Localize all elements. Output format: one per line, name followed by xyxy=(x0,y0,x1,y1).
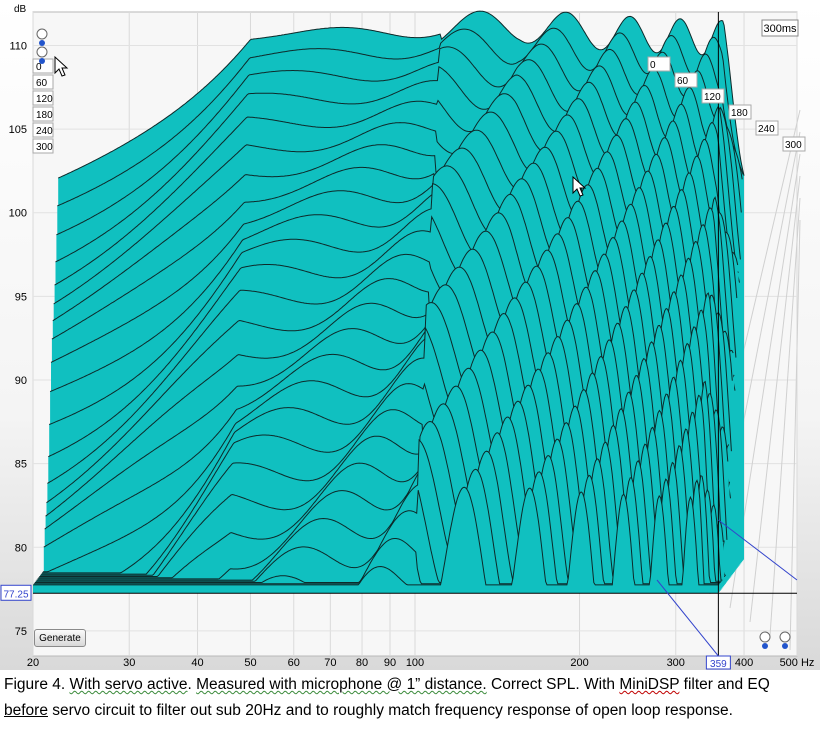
caption-part: Correct SPL. With xyxy=(486,676,620,693)
caption-part: With servo active xyxy=(69,676,188,693)
x-tick-label: 200 xyxy=(570,657,588,669)
window-label-box xyxy=(761,19,799,37)
caption-part: MiniDSP xyxy=(619,676,680,693)
time-label-right: 120 xyxy=(704,92,721,103)
caption-part: servo circuit to filter out sub 20Hz and… xyxy=(47,702,733,719)
x-tick-label: 90 xyxy=(384,657,396,669)
zoom-icon xyxy=(39,40,45,46)
time-label-left: 120 xyxy=(36,94,53,105)
x-tick-label: 40 xyxy=(191,657,203,669)
depth-gridline xyxy=(789,219,801,651)
waterfall-slice-line xyxy=(45,248,732,517)
zoom-icon xyxy=(39,58,45,64)
waterfall-slice-line xyxy=(50,146,738,363)
pointer-icon xyxy=(572,175,587,197)
waterfall-slice-line xyxy=(57,27,744,207)
window-label: 300ms xyxy=(763,23,797,35)
x-tick-label: 80 xyxy=(356,657,368,669)
time-label-right-box xyxy=(674,72,698,88)
time-label-right: 240 xyxy=(758,124,775,135)
time-label-left-box xyxy=(32,90,54,106)
y-tick-label: 80 xyxy=(15,542,27,554)
x-tick-label: 400 xyxy=(735,657,753,669)
perspective-blue-line xyxy=(718,519,798,581)
y-tick-label: 100 xyxy=(9,208,27,220)
waterfall-slice-line xyxy=(42,312,729,574)
perspective-blue-line xyxy=(656,579,719,657)
zoom-icon xyxy=(762,643,768,649)
x-tick-label: 70 xyxy=(324,657,336,669)
time-label-left-box xyxy=(32,122,54,138)
waterfall-slice-line xyxy=(33,486,719,586)
waterfall-slice-line xyxy=(46,230,733,504)
waterfall-slice-line xyxy=(33,468,720,585)
caption-part: Figure 4. xyxy=(4,676,70,693)
waterfall-slice-fill xyxy=(33,469,720,593)
generate-button[interactable]: Generate xyxy=(34,629,86,647)
time-label-right-box xyxy=(782,136,806,152)
time-label-left: 240 xyxy=(36,126,53,137)
time-label-left-box xyxy=(32,74,54,90)
zoom-icon xyxy=(36,28,48,40)
time-label-right: 0 xyxy=(650,60,656,71)
pointer-icon xyxy=(54,55,69,77)
caption-part: . xyxy=(187,676,197,693)
time-label-right-box xyxy=(728,104,752,120)
cursor-x-readout-box xyxy=(705,655,731,670)
waterfall-slice-line xyxy=(41,331,728,575)
y-tick-label: 75 xyxy=(15,626,27,638)
waterfall-slice-line xyxy=(52,111,739,322)
time-label-right-box xyxy=(647,56,671,72)
cursor-x-readout: 359 xyxy=(710,659,727,670)
x-tick-label: 300 xyxy=(667,657,685,669)
time-label-left-box xyxy=(32,138,54,154)
zoom-icon xyxy=(779,631,791,643)
waterfall-slice-line xyxy=(36,416,723,581)
y-tick-label: 85 xyxy=(15,459,27,471)
x-tick-label: 50 xyxy=(244,657,256,669)
x-tick-label: 100 xyxy=(406,657,424,669)
time-label-left: 300 xyxy=(36,142,53,153)
waterfall-slice-line xyxy=(57,10,745,179)
x-tick-label: 30 xyxy=(123,657,135,669)
caption-part: before xyxy=(4,702,48,719)
time-label-right: 180 xyxy=(731,108,748,119)
waterfall-chart[interactable]: 110 105 100 95 90 85 80 75 dB 20 30 40 50 60 70 80 90 100… xyxy=(0,0,820,670)
waterfall-plot-frame: 110 105 100 95 90 85 80 75 dB 20 30 40 50 60 70 80 90 100… xyxy=(0,0,820,670)
waterfall-slice-line xyxy=(56,43,743,236)
zoom-icon xyxy=(759,631,771,643)
time-label-left-box xyxy=(32,106,54,122)
x-tick-label: 20 xyxy=(27,657,39,669)
figure-caption: Figure 4. With servo active. Measured wi… xyxy=(4,672,814,724)
y-tick-label: 95 xyxy=(15,291,27,303)
y-tick-label: 90 xyxy=(15,375,27,387)
zoom-icon xyxy=(782,643,788,649)
time-label-right: 60 xyxy=(677,76,689,87)
y-tick-label: 105 xyxy=(9,124,27,136)
depth-gridline xyxy=(749,175,801,623)
waterfall-slice-line xyxy=(51,129,739,340)
zoom-icon xyxy=(36,46,48,58)
time-label-left: 180 xyxy=(36,110,53,121)
cursor-y-readout: 77.25 xyxy=(3,589,28,600)
waterfall-slice-line xyxy=(34,450,721,583)
y-tick-label: 110 xyxy=(9,40,27,52)
time-label-right-box xyxy=(701,88,725,104)
time-label-right: 300 xyxy=(785,140,802,151)
time-label-left: 60 xyxy=(36,78,48,89)
x-tick-label: 500 Hz xyxy=(780,657,815,669)
waterfall-slice-fill xyxy=(33,487,719,594)
caption-part: filter and EQ xyxy=(679,676,770,693)
waterfall-slice-line xyxy=(40,349,726,576)
waterfall-slice-line xyxy=(47,212,734,484)
y-unit-label: dB xyxy=(14,4,27,15)
cursor-y-readout-box xyxy=(0,584,32,601)
time-label-left: 0 xyxy=(36,62,42,73)
caption-part: Measured with microphone @ 1” distance. xyxy=(196,676,487,693)
time-label-right-box xyxy=(755,120,779,136)
x-tick-label: 60 xyxy=(288,657,300,669)
